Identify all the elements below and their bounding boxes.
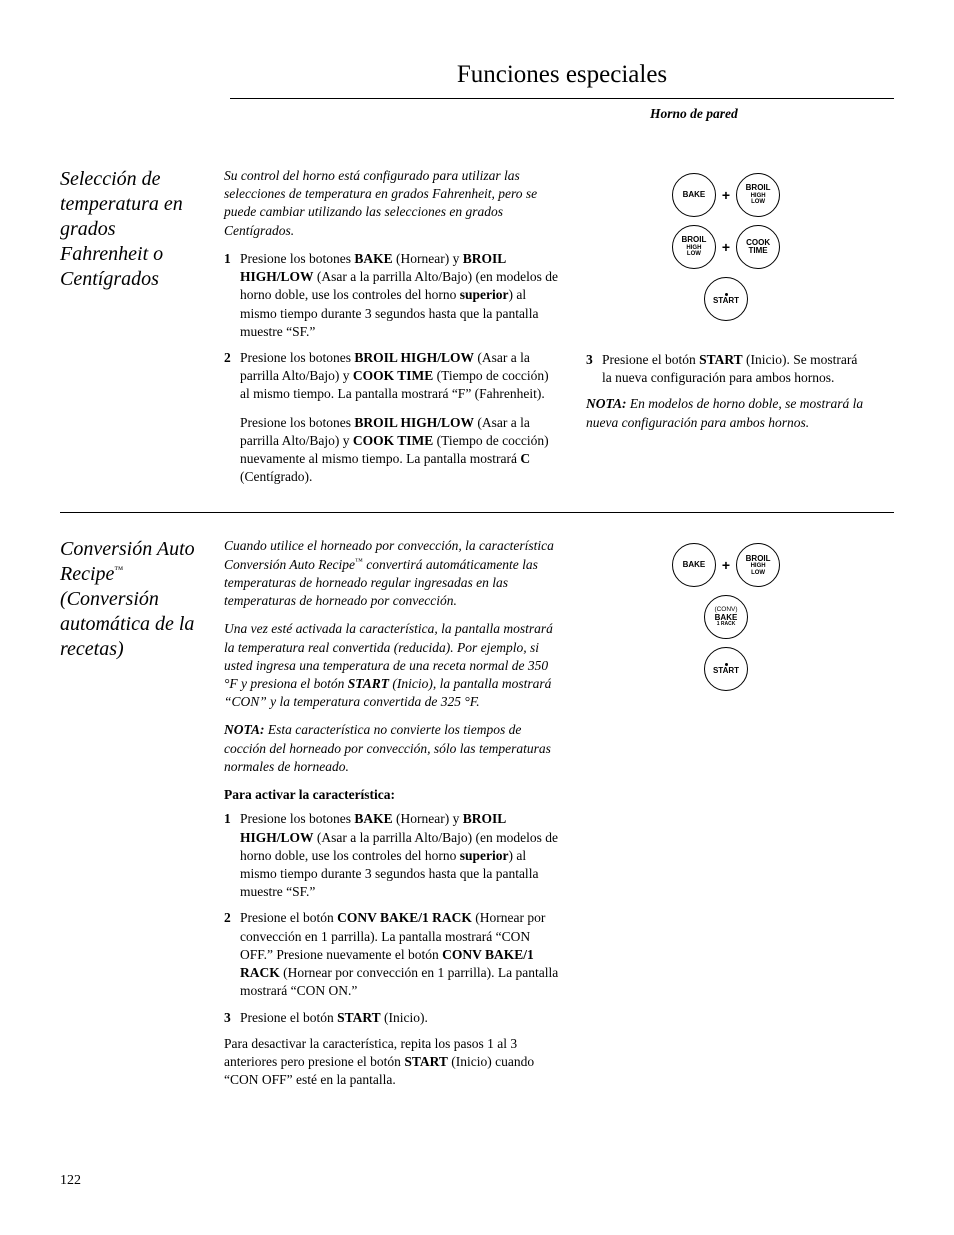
step-text: Presione los botones BROIL HIGH/LOW (Asa… [240,349,560,487]
section1-note: NOTA: En modelos de horno doble, se most… [586,395,866,431]
plus-icon: + [722,186,730,205]
step-number: 1 [224,250,240,341]
step-number: 1 [224,810,240,901]
section-auto-recipe: Conversión Auto Recipe™ (Conversión auto… [60,537,894,1089]
section2-heading: Conversión Auto Recipe™ (Conversión auto… [60,537,206,1089]
step-number: 3 [586,351,602,387]
note-label: NOTA: [224,722,265,737]
section1-right-col: BAKE + BROIL HIGH LOW BROIL HIGH LOW [586,167,866,495]
page-header: Funciones especiales [230,58,894,92]
plus-icon: + [722,556,730,575]
conv-bake-button-icon: (CONV) BAKE 1 RACK [704,595,748,639]
trademark-symbol: ™ [355,556,363,565]
section2-body: Cuando utilice el horneado por convecció… [224,537,894,1089]
section1-step-3: 3 Presione el botón START (Inicio). Se m… [586,351,866,387]
diagram-row-2: (CONV) BAKE 1 RACK [704,595,748,639]
section1-heading: Selección de temperatura en grados Fahre… [60,167,206,495]
section2-step-2: 2 Presione el botón CONV BAKE/1 RACK (Ho… [224,909,560,1000]
title-rule [230,98,894,99]
section1-step-1: 1 Presione los botones BAKE (Hornear) y … [224,250,560,341]
step2-extra-paragraph: Presione los botones BROIL HIGH/LOW (Asa… [240,414,560,487]
section2-step-3: 3 Presione el botón START (Inicio). [224,1009,560,1027]
step-number: 3 [224,1009,240,1027]
note-body: En modelos de horno doble, se mostrará l… [586,396,863,429]
section1-step-2: 2 Presione los botones BROIL HIGH/LOW (A… [224,349,560,487]
note-label: NOTA: [586,396,627,411]
step-text: Presione los botones BAKE (Hornear) y BR… [240,250,560,341]
broil-button-icon: BROIL HIGH LOW [736,173,780,217]
plus-icon: + [722,238,730,257]
step-number: 2 [224,909,240,1000]
page-subtitle: Horno de pared [650,105,894,123]
diagram-row-1: BAKE + BROIL HIGH LOW [672,543,780,587]
broil-button-icon: BROIL HIGH LOW [672,225,716,269]
section1-intro: Su control del horno está configurado pa… [224,167,560,240]
page-number: 122 [60,1172,81,1191]
step-number: 2 [224,349,240,487]
section1-left-col: Su control del horno está configurado pa… [224,167,560,495]
section2-left-col: Cuando utilice el horneado por convecció… [224,537,560,1089]
cook-time-button-icon: COOK TIME [736,225,780,269]
section-temperature-selection: Selección de temperatura en grados Fahre… [60,167,894,495]
diagram-row-3: START [704,277,748,321]
diagram-row-1: BAKE + BROIL HIGH LOW [672,173,780,217]
step-text: Presione el botón START (Inicio). Se mos… [602,351,866,387]
step-text: Presione el botón CONV BAKE/1 RACK (Horn… [240,909,560,1000]
step-text: Presione el botón START (Inicio). [240,1009,560,1027]
section2-note: NOTA: Esta característica no convierte l… [224,721,560,776]
bake-button-icon: BAKE [672,173,716,217]
section1-button-diagram: BAKE + BROIL HIGH LOW BROIL HIGH LOW [586,173,866,321]
note-body: Esta característica no convierte los tie… [224,722,551,773]
page-title: Funciones especiales [230,58,894,92]
bake-button-icon: BAKE [672,543,716,587]
start-button-icon: START [704,277,748,321]
diagram-row-2: BROIL HIGH LOW + COOK TIME [672,225,780,269]
section2-right-col: BAKE + BROIL HIGH LOW (CONV) BAKE 1 RACK [586,537,866,1089]
section2-subhead: Para activar la característica: [224,786,560,804]
diagram-row-3: START [704,647,748,691]
section2-intro-1: Cuando utilice el horneado por convecció… [224,537,560,610]
section2-step-1: 1 Presione los botones BAKE (Hornear) y … [224,810,560,901]
section-divider [60,512,894,513]
start-button-icon: START [704,647,748,691]
section2-button-diagram: BAKE + BROIL HIGH LOW (CONV) BAKE 1 RACK [586,543,866,691]
section2-closing: Para desactivar la característica, repit… [224,1035,560,1090]
step-text: Presione los botones BAKE (Hornear) y BR… [240,810,560,901]
section1-body: Su control del horno está configurado pa… [224,167,894,495]
section2-intro-2: Una vez esté activada la característica,… [224,620,560,711]
trademark-symbol: ™ [114,565,123,575]
broil-button-icon: BROIL HIGH LOW [736,543,780,587]
